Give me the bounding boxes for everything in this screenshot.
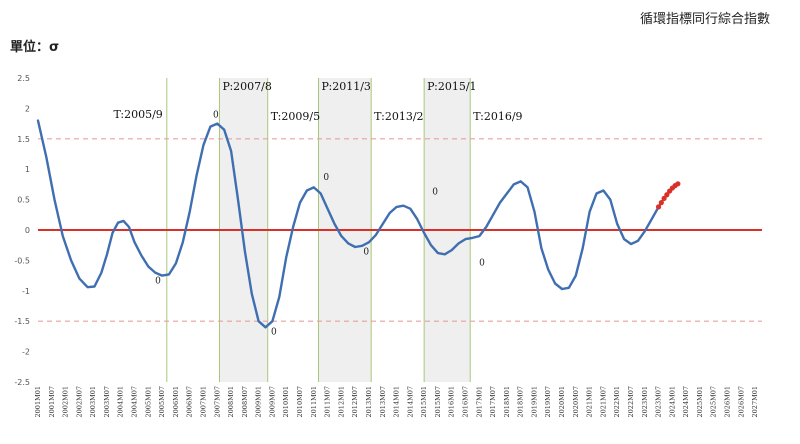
x-tick-label-4: 2003M01: [89, 386, 97, 417]
x-tick-label-5: 2003M07: [103, 386, 111, 417]
x-tick-label-40: 2021M01: [586, 386, 594, 417]
x-tick-label-39: 2020M07: [572, 386, 580, 417]
x-tick-label-11: 2006M07: [186, 386, 194, 417]
series-1-point-0: [655, 204, 662, 210]
y-tick-label-2: 1.5: [17, 135, 30, 144]
turning-label-0: T:2005/9: [113, 108, 162, 121]
x-tick-label-6: 2004M01: [117, 386, 125, 417]
x-tick-label-7: 2004M07: [131, 386, 139, 417]
x-tick-label-10: 2006M01: [172, 386, 180, 417]
y-tick-label-4: 0.5: [17, 196, 30, 205]
x-tick-label-0: 2001M01: [34, 386, 42, 417]
x-tick-label-52: 2027M01: [751, 386, 759, 417]
x-tick-label-31: 2016M07: [462, 386, 470, 417]
turning-label-3: P:2011/3: [321, 80, 370, 93]
turning-marker-2: 0: [271, 328, 277, 338]
unit-label: 單位：σ: [10, 40, 60, 55]
x-tick-label-2: 2002M01: [62, 386, 70, 417]
y-tick-label-9: -2: [22, 348, 30, 357]
x-tick-label-9: 2005M07: [158, 386, 166, 417]
x-tick-label-30: 2016M01: [448, 386, 456, 417]
x-tick-label-25: 2013M07: [379, 386, 387, 417]
x-tick-label-51: 2026M07: [737, 386, 745, 417]
turning-label-6: T:2016/9: [473, 110, 522, 123]
x-tick-label-20: 2011M01: [310, 386, 318, 417]
y-tick-label-5: 0: [25, 226, 30, 235]
series-line-0: [36, 119, 660, 329]
x-tick-label-33: 2017M07: [489, 386, 497, 417]
y-tick-label-8: -1.5: [14, 317, 30, 326]
turning-marker-5: 0: [432, 188, 438, 198]
turning-marker-6: 0: [479, 258, 485, 268]
x-tick-label-12: 2007M01: [199, 386, 207, 417]
y-tick-label-1: 2: [25, 104, 30, 113]
x-tick-label-41: 2021M07: [599, 386, 607, 417]
x-tick-label-28: 2015M01: [420, 386, 428, 417]
turning-label-2: T:2009/5: [271, 110, 320, 123]
turning-label-1: P:2007/8: [222, 80, 271, 93]
x-tick-label-32: 2017M01: [475, 386, 483, 417]
x-tick-label-18: 2010M01: [282, 386, 290, 417]
turning-marker-3: 0: [323, 173, 329, 183]
x-tick-label-46: 2024M01: [668, 386, 676, 417]
x-tick-label-48: 2025M01: [696, 386, 704, 417]
turning-marker-1: 0: [213, 111, 219, 121]
x-tick-label-17: 2009M07: [268, 386, 276, 417]
x-tick-label-29: 2015M07: [434, 386, 442, 417]
x-tick-label-45: 2023M07: [655, 386, 663, 417]
x-tick-label-50: 2026M01: [724, 386, 732, 417]
x-tick-label-19: 2010M07: [296, 386, 304, 417]
x-tick-label-24: 2013M01: [365, 386, 373, 417]
x-tick-label-14: 2008M01: [227, 386, 235, 417]
x-tick-label-27: 2014M07: [406, 386, 414, 417]
y-tick-label-3: 1: [25, 165, 30, 174]
x-tick-label-49: 2025M07: [710, 386, 718, 417]
x-tick-label-34: 2018M01: [503, 386, 511, 417]
x-tick-label-47: 2024M07: [682, 386, 690, 417]
chart-title: 循環指標同行綜合指數: [639, 12, 770, 27]
y-tick-label-6: -0.5: [14, 256, 30, 265]
x-tick-label-42: 2022M01: [613, 386, 621, 417]
x-tick-label-26: 2014M01: [393, 386, 401, 417]
turning-marker-0: 0: [155, 277, 161, 287]
x-tick-label-22: 2012M01: [337, 386, 345, 417]
x-tick-label-37: 2019M07: [544, 386, 552, 417]
series-1-point-2: [661, 195, 667, 201]
turning-label-4: T:2013/2: [374, 110, 423, 123]
series-1-point-3: [664, 192, 670, 198]
series-1-point-7: [675, 181, 681, 187]
y-tick-label-7: -1: [22, 287, 30, 296]
turning-label-5: P:2015/1: [427, 80, 476, 93]
x-tick-label-44: 2023M01: [641, 386, 649, 417]
x-tick-label-3: 2002M07: [75, 386, 83, 417]
x-tick-label-43: 2022M07: [627, 386, 635, 417]
x-tick-label-38: 2020M01: [558, 386, 566, 417]
x-tick-label-8: 2005M01: [144, 386, 152, 417]
x-tick-label-15: 2008M07: [241, 386, 249, 417]
x-tick-label-16: 2009M01: [255, 386, 263, 417]
y-tick-label-10: -2.5: [14, 378, 30, 387]
turning-marker-4: 0: [363, 247, 369, 257]
x-tick-label-35: 2018M07: [517, 386, 525, 417]
x-tick-label-13: 2007M07: [213, 386, 221, 417]
y-tick-label-0: 2.5: [17, 74, 30, 83]
x-tick-label-23: 2012M07: [351, 386, 359, 417]
series-1-point-1: [658, 200, 664, 206]
x-tick-label-36: 2019M01: [530, 386, 538, 417]
x-tick-label-1: 2001M07: [48, 386, 56, 417]
x-tick-label-21: 2011M07: [324, 386, 332, 417]
